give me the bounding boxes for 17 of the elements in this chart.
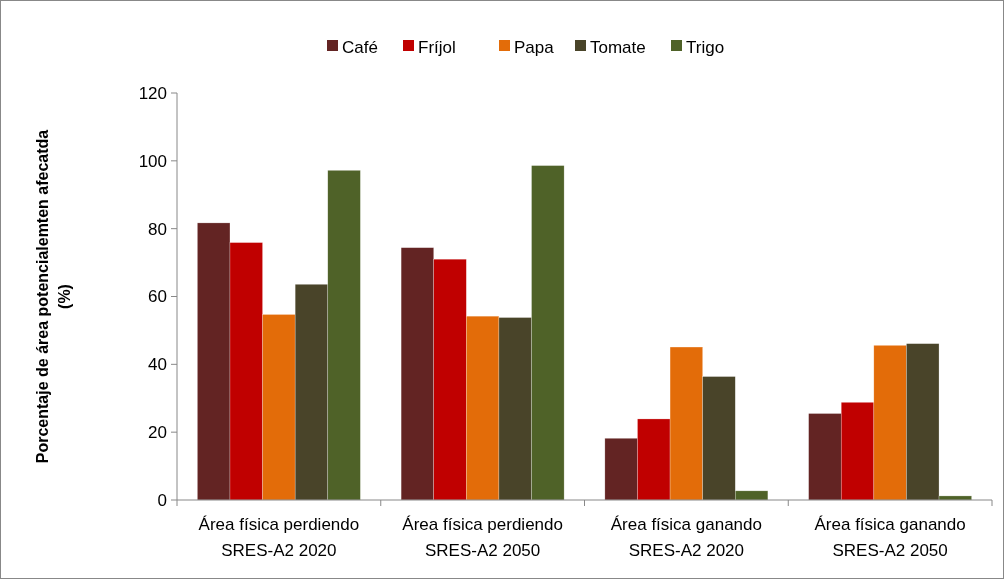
x-tick-label: Área física ganando SRES-A2 2020 [610,515,762,560]
y-tick-label: 60 [148,287,167,307]
y-tick-label: 120 [138,83,167,103]
y-tick-label: 40 [148,355,167,375]
x-tick-label: Área física perdiendo SRES-A2 2050 [402,515,563,560]
y-axis-title: Porcentaje de área potencialemten afecatda (%) [34,129,73,464]
legend-label: Fríjol [418,37,456,57]
legend-label: Café [342,37,378,57]
legend-label: Trigo [686,37,725,57]
x-tick-label: Área física perdiendo SRES-A2 2020 [198,515,360,560]
x-tick-label: Área física ganando SRES-A2 2050 [814,515,966,560]
legend-label: Papa [514,37,555,57]
legend-label: Tomate [590,37,646,57]
y-tick-label: 20 [148,423,167,443]
y-tick-label: 100 [138,151,167,171]
y-tick-label: 0 [157,490,167,510]
y-tick-label: 80 [148,219,167,239]
